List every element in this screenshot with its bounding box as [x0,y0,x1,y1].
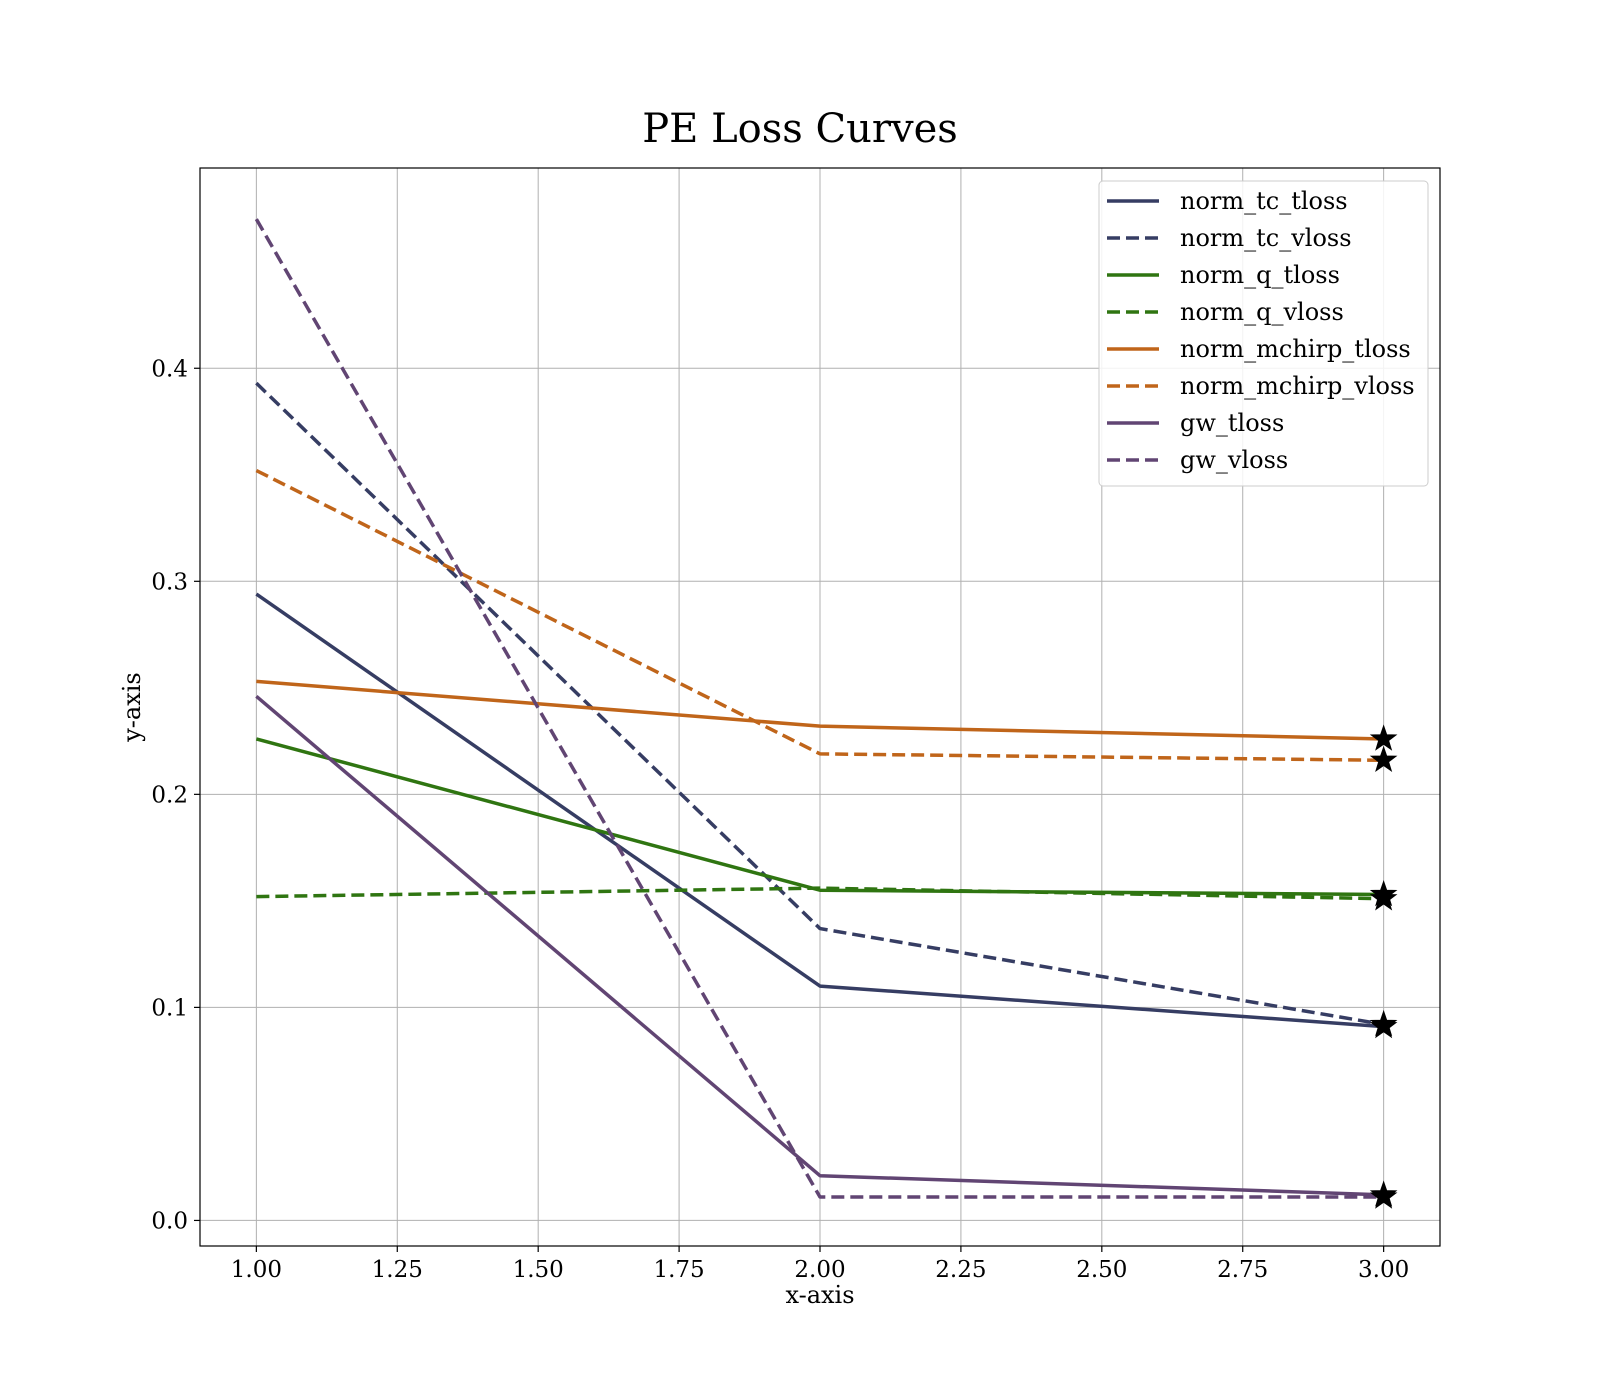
y-tick-label: 0.4 [151,356,188,382]
x-tick-label: 2.50 [1076,1257,1127,1283]
x-tick-label: 2.75 [1217,1257,1268,1283]
series-lines [254,218,1384,1199]
legend-label-norm_mchirp_vloss: norm_mchirp_vloss [1180,372,1415,400]
x-tick-label: 3.00 [1358,1257,1409,1283]
series-line-gw_tloss [255,695,1384,1197]
x-tick-label: 2.00 [794,1257,845,1283]
end-marker-norm_q_vloss [1369,884,1398,911]
x-tick-label: 1.25 [372,1257,423,1283]
legend-label-norm_tc_vloss: norm_tc_vloss [1180,224,1352,252]
series-line-gw_vloss [254,218,1384,1199]
x-axis-label: x-axis [785,1281,854,1309]
legend-label-norm_q_tloss: norm_q_tloss [1180,261,1340,289]
legend: norm_tc_tloss norm_tc_vloss norm_q_tlossno… [1098,180,1429,487]
x-tick-label: 1.50 [513,1257,564,1283]
y-tick-label: 0.0 [151,1208,188,1234]
y-tick-label: 0.2 [151,782,188,808]
legend-label-norm_tc_tloss: norm_tc_tloss [1180,187,1348,215]
legend-box [1098,180,1429,487]
legend-label-norm_mchirp_tloss: norm_mchirp_tloss [1180,335,1411,363]
y-tick-label: 0.3 [151,569,188,595]
y-tick-label: 0.1 [151,995,188,1021]
y-axis-label: y-axis [118,672,146,743]
series-line-norm_tc_vloss [255,381,1384,1027]
legend-label-norm_q_vloss: norm_q_vloss [1180,298,1344,326]
y-axis-ticks: 0.0 0.1 0.2 0.3 0.4 [151,356,200,1234]
series-line-norm_mchirp_tloss [256,679,1384,741]
series-line-norm_q_tloss [255,737,1384,897]
x-tick-label: 2.25 [935,1257,986,1283]
end-marker-norm_mchirp_tloss [1369,724,1398,751]
end-marker-norm_mchirp_vloss [1369,745,1398,773]
end-marker-gw_vloss [1369,1182,1398,1209]
legend-label-gw_vloss: gw_vloss [1180,446,1288,474]
series-line-norm_tc_tloss [255,592,1384,1029]
chart-title: PE Loss Curves [642,106,958,152]
end-marker-norm_tc_vloss [1369,1009,1398,1037]
series-line-norm_mchirp_vloss [255,468,1384,763]
x-tick-label: 1.75 [653,1257,704,1283]
series-line-norm_q_vloss [256,886,1384,901]
x-axis-ticks: 1.00 1.25 1.50 1.75 2.00 2.25 2.50 2.75 3.00 [231,1246,1409,1283]
legend-label-gw_tloss: gw_tloss [1180,409,1284,437]
end-markers [1369,724,1398,1209]
x-tick-label: 1.00 [231,1257,282,1283]
